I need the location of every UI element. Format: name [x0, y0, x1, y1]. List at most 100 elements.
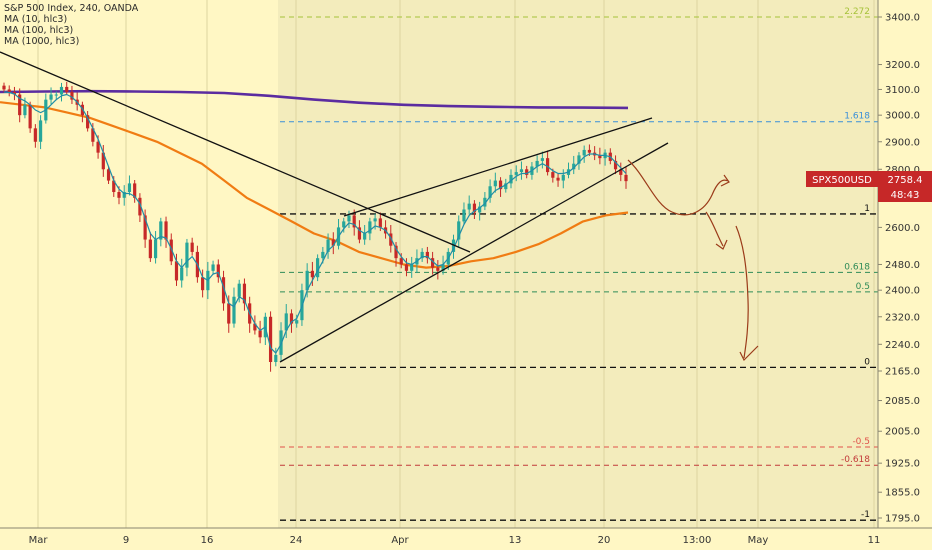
ma100-polyline [0, 101, 629, 269]
time-tick-label: 13 [509, 535, 522, 546]
symbol-badge: SPX500USD [812, 175, 872, 186]
trendline-downtrend[interactable] [0, 51, 471, 253]
time-tick-label: 13:00 [683, 535, 712, 546]
candle-body [493, 180, 497, 187]
candle-body [180, 267, 184, 281]
last-price-bg [878, 171, 932, 187]
candle-body [551, 172, 555, 178]
candle-body [148, 239, 152, 259]
candle-body [12, 91, 17, 95]
fib-label: 0.618 [844, 262, 870, 272]
candle-body [305, 270, 309, 291]
projection-path-3[interactable] [735, 225, 749, 359]
candle-body [96, 141, 100, 153]
candle-body [169, 239, 173, 262]
candle-body [159, 221, 163, 240]
candle-body [368, 221, 372, 234]
candle-body [535, 160, 539, 167]
projection-path-2[interactable] [705, 211, 724, 247]
candle-body [624, 174, 628, 182]
price-tick-label: 2800.0 [885, 165, 920, 176]
candle-body [106, 169, 111, 181]
ma1000-line [0, 89, 629, 110]
candle-body [211, 264, 215, 271]
time-tick-label: Apr [391, 535, 409, 546]
price-tick-label: 2005.0 [885, 427, 920, 438]
candle-body [268, 316, 273, 363]
candle-body [556, 177, 560, 181]
candle-body [394, 245, 398, 259]
price-tick-label: 2320.0 [885, 312, 920, 323]
candle-body [425, 251, 429, 259]
indicator-ma10[interactable]: MA (10, hlc3) [4, 14, 68, 25]
candle-body [143, 215, 147, 240]
candle-body [582, 149, 586, 156]
price-tick-label: 2240.0 [885, 340, 920, 351]
legend: S&P 500 Index, 240, OANDA MA (10, hlc3) … [4, 3, 138, 47]
candle-body [164, 221, 168, 240]
candle-body [404, 264, 409, 271]
candle-body [561, 174, 565, 181]
candle-body [201, 277, 205, 291]
candle-body [498, 180, 503, 190]
projection-arrow-1 [720, 174, 730, 187]
fib-levels: 2.272 1.618 1 0.618 0.5 0 -0.5 -0.618 -1 [280, 7, 878, 521]
chart-title[interactable]: S&P 500 Index, 240, OANDA [4, 3, 139, 14]
trendline-wedge-upper[interactable] [343, 117, 653, 217]
candle-body [467, 203, 471, 210]
price-tick-label: 2900.0 [885, 137, 920, 148]
candle-body [316, 258, 320, 278]
projection-arrow-3 [739, 345, 759, 362]
candle-body [399, 258, 403, 265]
countdown-label: 48:43 [891, 190, 920, 201]
fib-label: -0.5 [852, 437, 870, 447]
candle-body [514, 172, 518, 175]
candle-body [49, 94, 53, 100]
price-tick-label: 3000.0 [885, 111, 920, 122]
candle-body [420, 251, 424, 259]
fib-label: 1 [864, 204, 870, 214]
candle-body [185, 242, 189, 268]
candle-body [352, 215, 356, 228]
ma10-line [3, 91, 627, 354]
candle-body [342, 221, 346, 228]
time-axis[interactable]: Mar 9 16 24 Apr 13 20 13:00 May 11 [29, 535, 881, 546]
candle-body [441, 264, 445, 271]
price-tick-label: 2165.0 [885, 367, 920, 378]
candle-body [258, 330, 262, 338]
symbol-badge-bg [806, 171, 878, 187]
candle-body [363, 233, 367, 240]
price-axis[interactable]: 3400.0 3200.0 3100.0 3000.0 2900.0 2800.0 2600… [878, 13, 920, 525]
candle-body [462, 209, 466, 222]
candle-body [127, 183, 132, 193]
candle-body [7, 89, 11, 92]
projection-arrow-2 [715, 239, 728, 250]
candle-body [216, 264, 220, 278]
candle-body [221, 277, 226, 304]
fib-label: 0 [864, 357, 870, 367]
time-tick-label: 20 [598, 535, 611, 546]
candle-body [237, 283, 241, 297]
fib-label: -1 [861, 510, 870, 520]
candle-body [284, 313, 288, 331]
countdown-bg [878, 187, 932, 202]
candle-body [373, 218, 377, 222]
candle-body [38, 120, 43, 142]
candle-body [577, 155, 581, 164]
candle-body [331, 239, 335, 246]
indicator-ma1000[interactable]: MA (1000, hlc3) [4, 36, 80, 47]
candle-body [509, 174, 513, 184]
projection-path-1[interactable] [627, 159, 729, 216]
indicator-ma100[interactable]: MA (100, hlc3) [4, 25, 74, 36]
candle-body [112, 180, 116, 193]
candle-body [2, 85, 6, 90]
trendline-wedge-lower[interactable] [279, 142, 669, 363]
candle-body [91, 128, 95, 142]
candle-body [619, 169, 623, 175]
candle-body [457, 221, 461, 240]
candle-body [598, 155, 602, 159]
candle-body [488, 186, 492, 198]
candle-body [253, 323, 257, 331]
candle-body [545, 158, 550, 173]
